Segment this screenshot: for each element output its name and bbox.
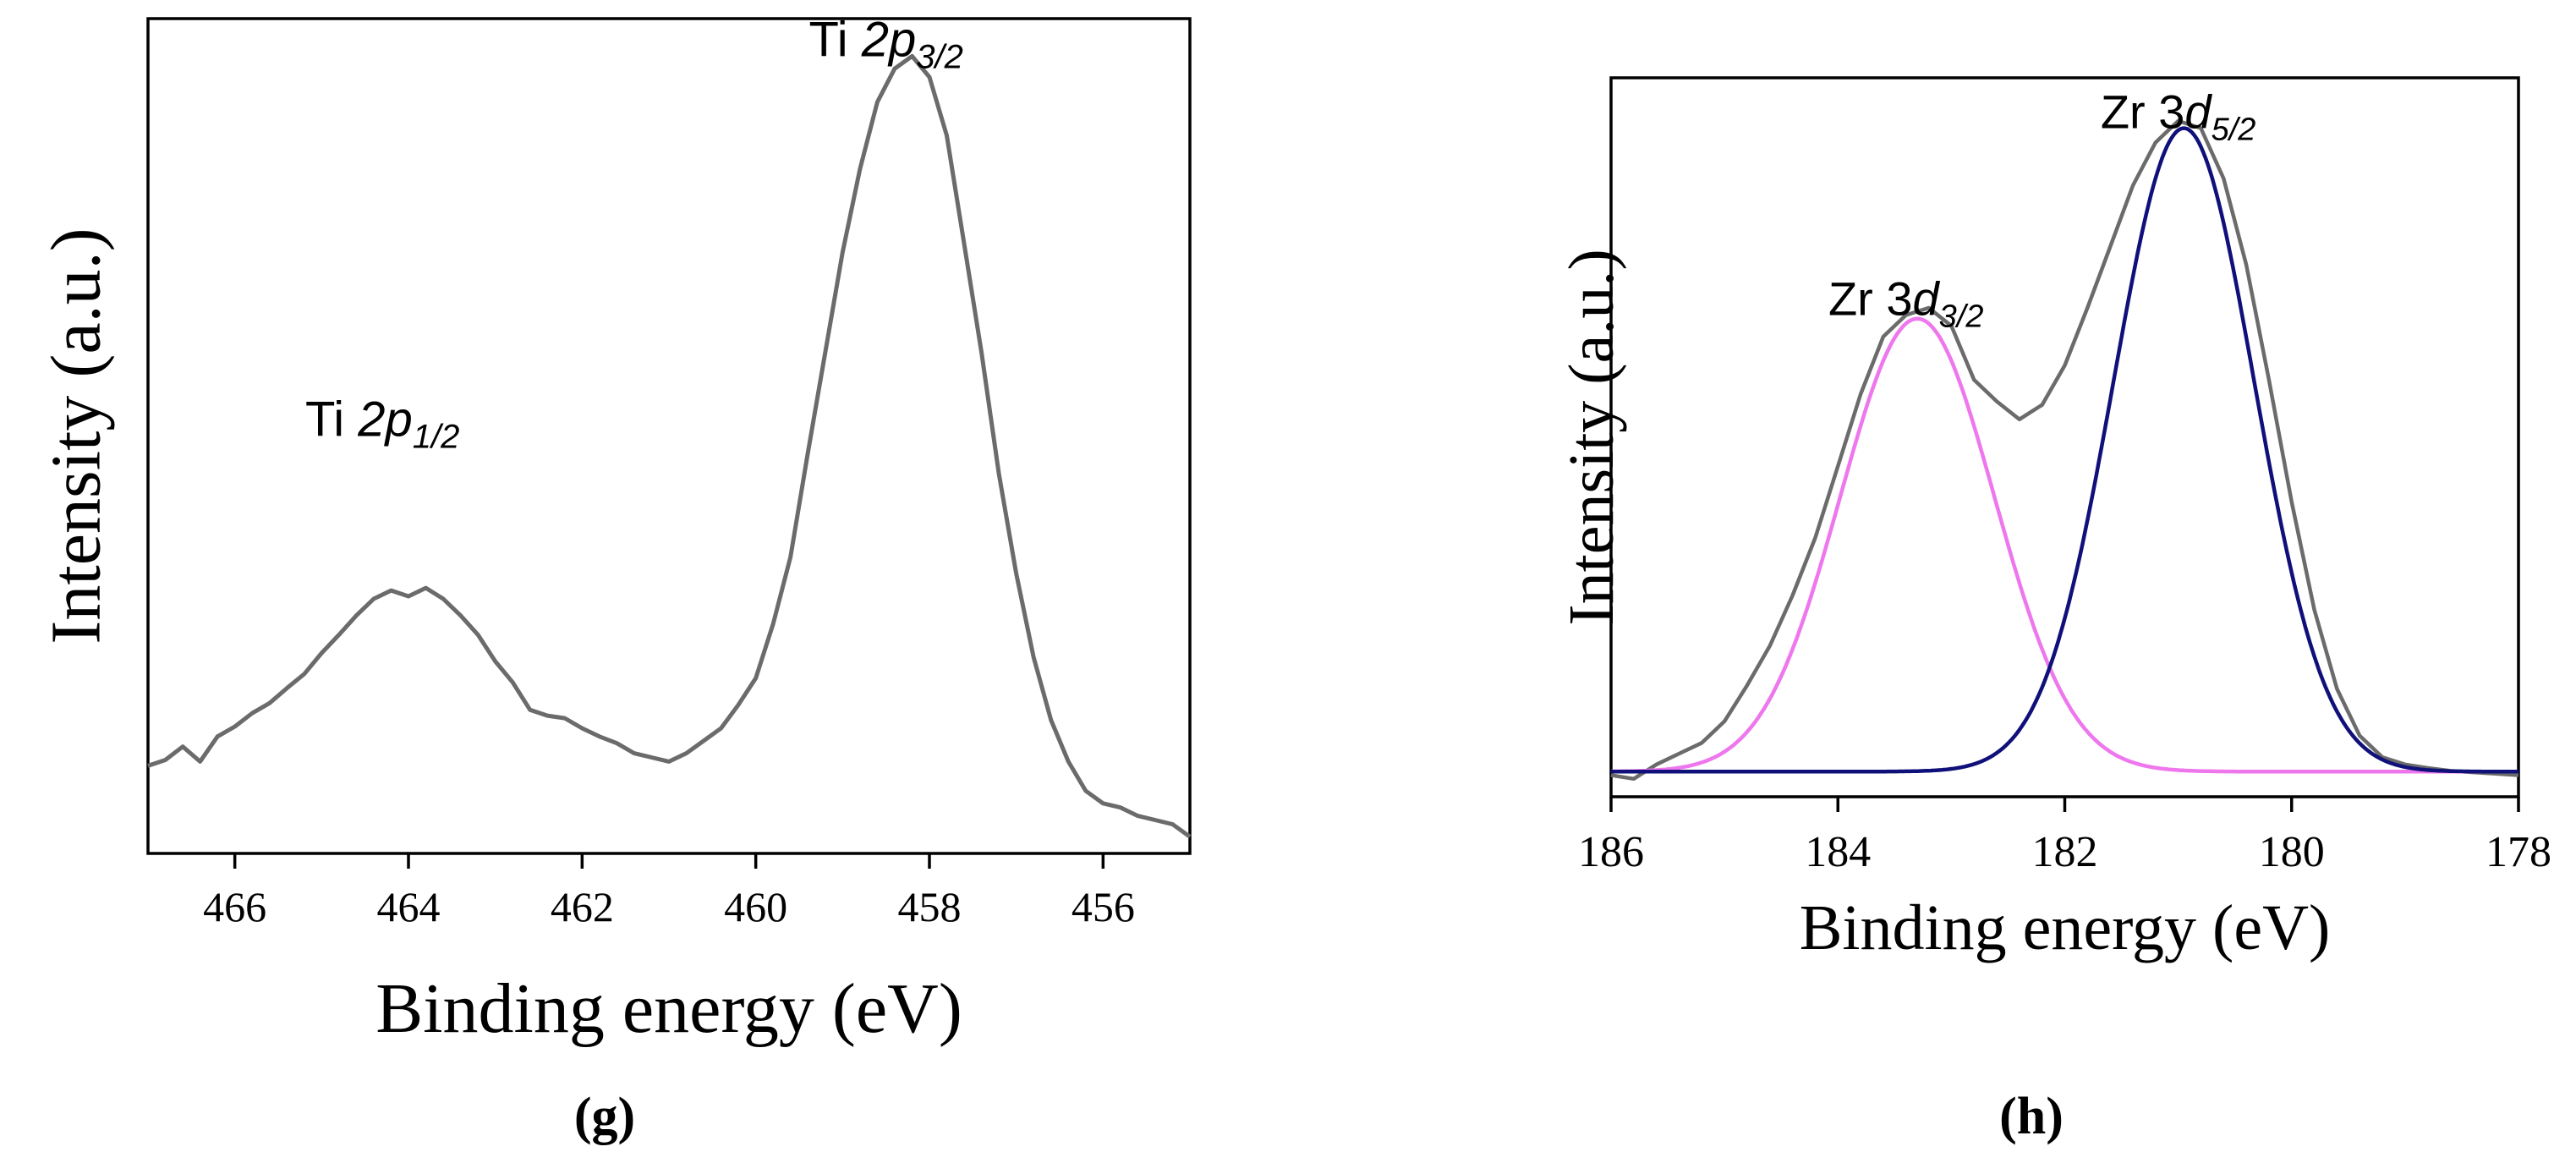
peak-annotation: Zr 3d5/2: [2101, 85, 2256, 148]
panel-g-series: [147, 53, 1192, 839]
panel-h-y-axis-label: Intensity (a.u.): [1556, 249, 1627, 625]
x-tick-label: 186: [1578, 828, 1644, 876]
panel-g-annotations: Ti 2p1/2 Ti 2p3/2: [305, 12, 963, 455]
panel-g-x-axis-label: Binding energy (eV): [375, 969, 962, 1048]
panel-h: 186 184 182 180 178 Zr 3d3/2 Zr 3d5/2 Binding…: [1556, 76, 2551, 1145]
x-tick-label: 466: [203, 883, 266, 930]
panel-g-label: (g): [574, 1088, 635, 1145]
x-tick-label: 182: [2032, 828, 2098, 876]
x-tick-label: 462: [551, 883, 614, 930]
series-line-3: [1611, 126, 2518, 774]
x-tick-label: 464: [377, 883, 441, 930]
peak-annotation: Zr 3d3/2: [1828, 272, 1984, 335]
panel-g-x-ticks: 466 464 462 460 458 456: [203, 853, 1135, 930]
x-tick-label: 180: [2259, 828, 2325, 876]
panel-h-series: [1610, 118, 2519, 782]
peak-annotation: Ti 2p3/2: [808, 12, 962, 75]
panel-h-plot-frame: [1609, 76, 2520, 798]
x-tick-label: 458: [898, 883, 962, 930]
x-tick-label: 178: [2486, 828, 2551, 876]
series-line-1: [147, 53, 1192, 839]
panel-h-x-axis-label: Binding energy (eV): [1800, 892, 2331, 963]
x-tick-label: 456: [1072, 883, 1135, 930]
peak-annotation: Ti 2p1/2: [305, 392, 459, 456]
series-line-1: [1610, 118, 2519, 782]
panel-h-label: (h): [1999, 1088, 2064, 1145]
x-tick-label: 184: [1805, 828, 1871, 876]
x-tick-label: 460: [724, 883, 787, 930]
panel-h-x-ticks: 186 184 182 180 178: [1578, 797, 2551, 876]
series-line-2: [1611, 316, 2518, 774]
panel-h-annotations: Zr 3d3/2 Zr 3d5/2: [1828, 85, 2255, 335]
panel-g-plot-frame: [146, 17, 1192, 855]
panel-g: 466 464 462 460 458 456 Ti 2p1/2 Ti 2p3/2 Bind…: [37, 12, 1192, 1145]
panel-g-y-axis-label: Intensity (a.u.): [37, 228, 116, 644]
